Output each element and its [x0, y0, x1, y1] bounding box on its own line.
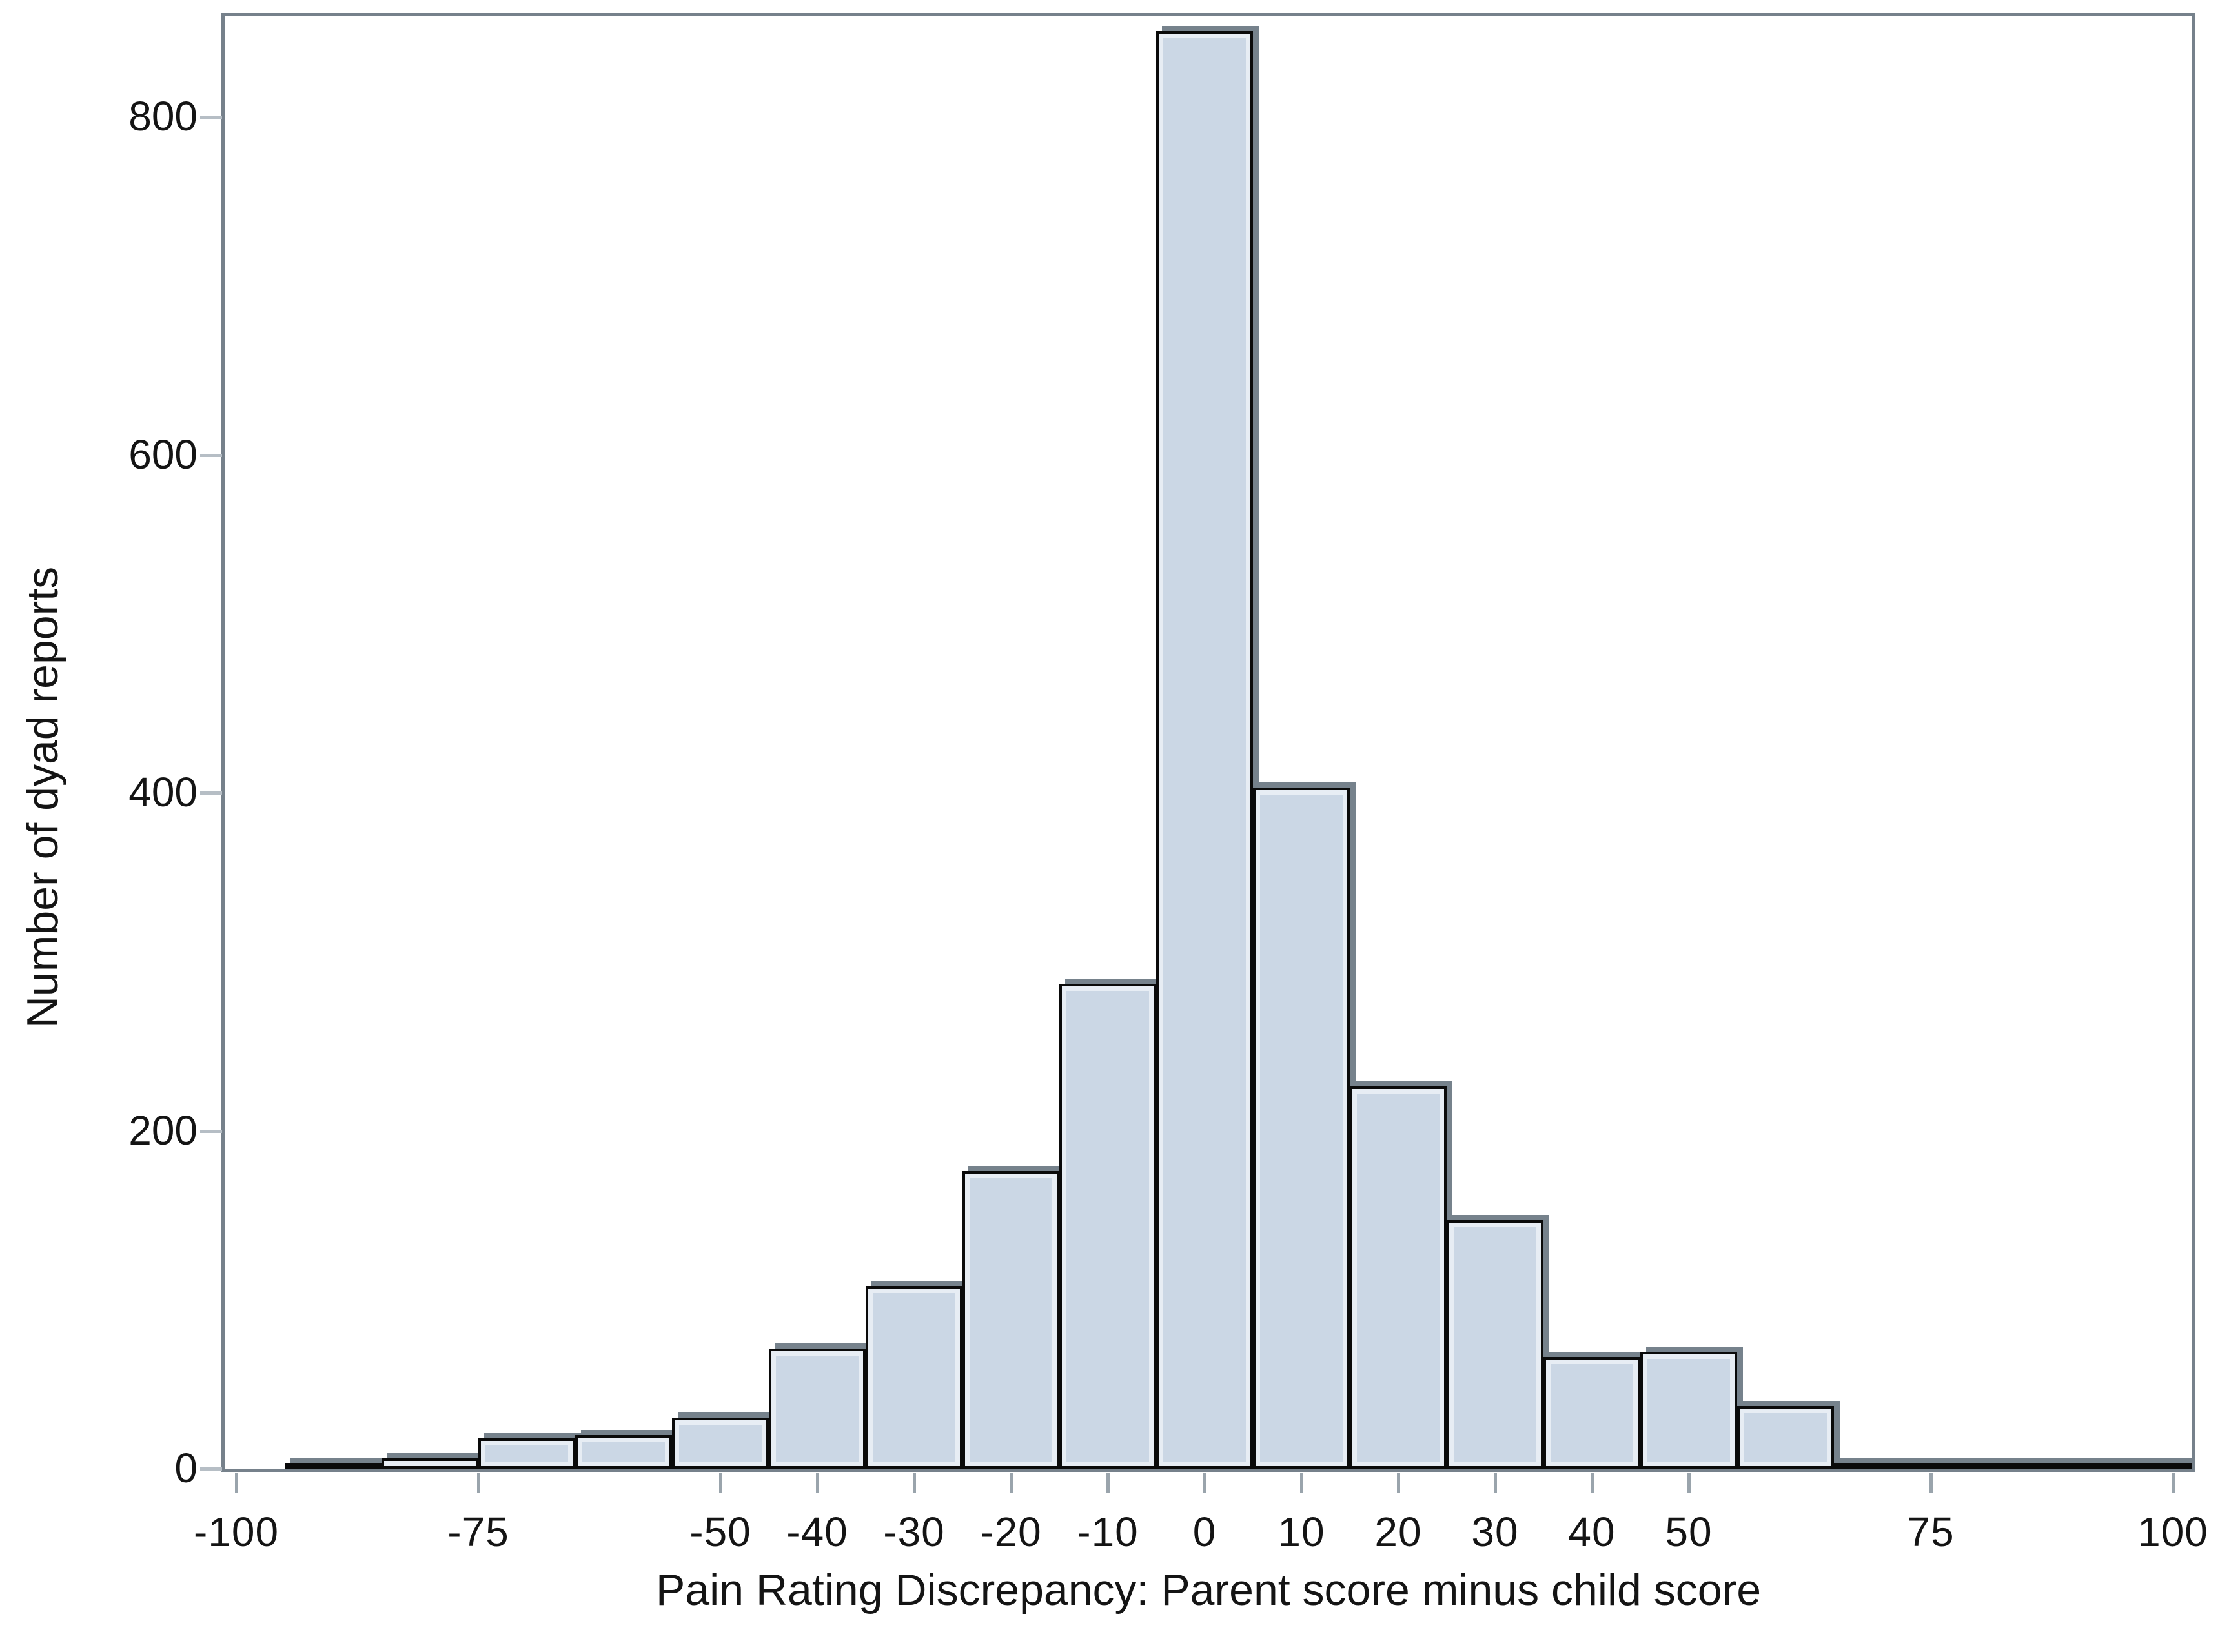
x-tick: [719, 1473, 722, 1493]
x-tick: [477, 1473, 480, 1493]
x-tick: [1300, 1473, 1303, 1493]
x-tick-label: 50: [1665, 1509, 1713, 1555]
y-tick-label: 0: [174, 1445, 198, 1491]
histogram-bar: [1059, 983, 1156, 1469]
x-tick-label: 0: [1192, 1509, 1217, 1555]
x-axis-title: Pain Rating Discrepancy: Parent score mi…: [655, 1565, 1762, 1615]
x-tick: [816, 1473, 819, 1493]
histogram-bar: [769, 1349, 866, 1469]
histogram-bar: [962, 1171, 1059, 1469]
x-tick: [1929, 1473, 1933, 1493]
plot-area: [221, 13, 2195, 1472]
x-tick: [1203, 1473, 1206, 1493]
x-tick-label: -20: [980, 1509, 1042, 1555]
x-tick-label: -75: [447, 1509, 509, 1555]
x-tick: [1687, 1473, 1691, 1493]
y-tick: [200, 453, 222, 457]
histogram-bar: [1156, 30, 1253, 1469]
histogram-bar: [575, 1434, 672, 1469]
histogram-bar: [1931, 1463, 2028, 1469]
histogram-bar: [672, 1418, 769, 1469]
histogram-bar: [1834, 1463, 1931, 1469]
y-tick-label: 600: [128, 431, 198, 478]
y-tick: [200, 791, 222, 795]
histogram-bar: [1640, 1352, 1737, 1469]
y-axis-title: Number of dyad reports: [18, 566, 67, 1028]
y-tick: [200, 1129, 222, 1133]
x-tick-label: 10: [1277, 1509, 1325, 1555]
x-tick-label: -50: [689, 1509, 751, 1555]
x-tick: [1106, 1473, 1110, 1493]
histogram-bar: [2028, 1463, 2124, 1469]
x-tick-label: -10: [1077, 1509, 1139, 1555]
histogram-bar: [866, 1286, 962, 1469]
histogram-bar: [478, 1438, 575, 1469]
histogram-bar: [285, 1463, 382, 1469]
x-tick-label: -100: [193, 1509, 280, 1555]
y-tick: [200, 116, 222, 119]
x-tick-label: -40: [786, 1509, 848, 1555]
x-tick-label: 20: [1374, 1509, 1422, 1555]
x-tick: [2172, 1473, 2175, 1493]
x-tick: [1591, 1473, 1594, 1493]
x-tick-label: 100: [2137, 1509, 2208, 1555]
x-tick: [913, 1473, 916, 1493]
histogram-bar: [2124, 1463, 2192, 1469]
y-tick-label: 800: [128, 93, 198, 139]
x-tick-label: 30: [1471, 1509, 1519, 1555]
histogram-bar: [382, 1458, 478, 1469]
y-tick: [200, 1467, 222, 1471]
x-tick: [1397, 1473, 1400, 1493]
x-tick-label: -30: [883, 1509, 945, 1555]
x-tick: [235, 1473, 238, 1493]
x-tick-label: 40: [1568, 1509, 1616, 1555]
x-tick: [1494, 1473, 1497, 1493]
x-tick: [1010, 1473, 1013, 1493]
histogram-bar: [1447, 1220, 1543, 1469]
histogram-bar: [1253, 788, 1350, 1469]
histogram-bar: [1543, 1357, 1640, 1469]
histogram-bar: [1350, 1086, 1447, 1469]
histogram-bar: [1737, 1406, 1834, 1469]
x-tick-label: 75: [1907, 1509, 1955, 1555]
y-tick-label: 200: [128, 1106, 198, 1154]
y-tick-label: 400: [128, 769, 198, 815]
